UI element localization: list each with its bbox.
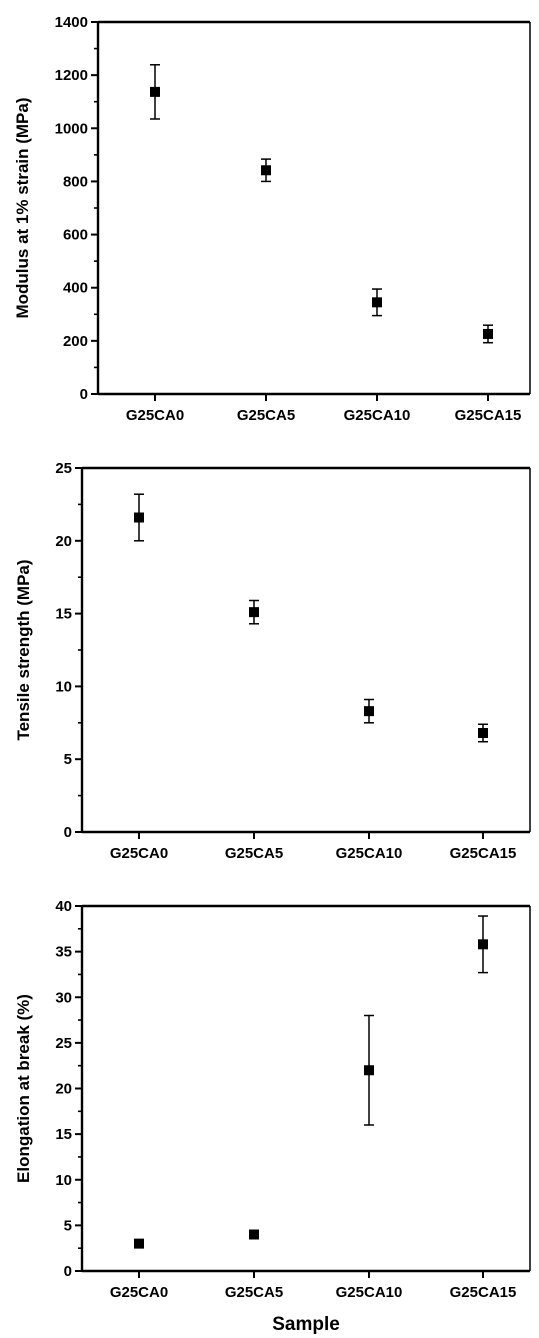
y-tick-label: 30	[55, 989, 72, 1006]
y-tick-label: 600	[63, 227, 88, 244]
x-axis-title: Sample	[272, 1314, 340, 1335]
x-tick-label: G25CA15	[450, 845, 517, 862]
y-tick-label: 5	[64, 1217, 72, 1234]
y-tick-label: 10	[55, 678, 72, 695]
y-tick-label: 35	[55, 944, 72, 961]
y-tick-label: 10	[55, 1172, 72, 1189]
marker	[150, 86, 160, 97]
marker	[364, 706, 374, 717]
marker	[249, 607, 259, 618]
plot-area: 0 5 10 15 20 25 Tensile strength (MPa) G25CA0 G2…	[14, 460, 531, 862]
x-tick-label: G25CA10	[336, 1284, 403, 1301]
x-tick-label: G25CA5	[225, 845, 283, 862]
data-point	[372, 288, 382, 317]
data-point	[364, 1014, 374, 1126]
data-point	[150, 64, 160, 120]
data-point	[364, 698, 374, 724]
y-axis-label: Modulus at 1% strain (MPa)	[13, 97, 32, 318]
y-tick-label: 25	[55, 1035, 72, 1052]
y-tick-label: 0	[64, 1263, 72, 1280]
data-point	[249, 599, 259, 625]
data-point	[261, 158, 271, 183]
marker	[372, 297, 382, 308]
y-axis-label: Elongation at break (%)	[14, 994, 33, 1183]
x-tick-label: G25CA5	[237, 407, 295, 424]
data-point	[134, 1238, 144, 1249]
marker	[478, 939, 488, 950]
y-tick-label: 20	[55, 533, 72, 550]
x-tick-label: G25CA0	[110, 845, 168, 862]
marker	[249, 1229, 259, 1240]
marker	[483, 328, 493, 339]
data-point	[134, 493, 144, 542]
tensile-strength-chart: 0 5 10 15 20 25 Tensile strength (MPa) G25CA0 G2…	[14, 460, 531, 862]
y-tick-label: 15	[55, 606, 72, 623]
y-tick-label: 800	[63, 173, 88, 190]
x-tick-label: G25CA15	[450, 1284, 517, 1301]
y-tick-label: 400	[63, 280, 88, 297]
y-tick-label: 0	[64, 824, 72, 841]
x-tick-label: G25CA10	[344, 407, 411, 424]
data-point	[249, 1229, 259, 1240]
y-tick-label: 0	[80, 386, 88, 403]
data-point	[478, 723, 488, 743]
plot-area: 0 200 400 600 800 1000 1200 1400 Modulus at 1% s…	[13, 14, 531, 424]
marker	[134, 512, 144, 523]
y-tick-label: 1200	[55, 67, 88, 84]
y-tick-label: 20	[55, 1081, 72, 1098]
plot-area: 0 5 10 15 20 25 30 35 40 Elongation at break (%) G…	[14, 898, 531, 1301]
x-tick-label: G25CA10	[336, 845, 403, 862]
x-tick-label: G25CA15	[455, 407, 522, 424]
marker	[261, 165, 271, 176]
marker	[134, 1238, 144, 1249]
y-tick-label: 1000	[55, 120, 88, 137]
y-tick-label: 200	[63, 333, 88, 350]
modulus-chart: 0 200 400 600 800 1000 1200 1400 Modulus at 1% s…	[13, 14, 531, 424]
marker	[478, 727, 488, 738]
y-tick-label: 15	[55, 1126, 72, 1143]
x-tick-label: G25CA5	[225, 1284, 283, 1301]
y-tick-label: 40	[55, 898, 72, 915]
x-tick-label: G25CA0	[126, 407, 184, 424]
data-point	[478, 915, 488, 974]
x-tick-label: G25CA0	[110, 1284, 168, 1301]
y-tick-label: 5	[64, 751, 72, 768]
y-tick-label: 1400	[55, 14, 88, 31]
y-tick-label: 25	[55, 460, 72, 477]
marker	[364, 1065, 374, 1076]
elongation-chart: 0 5 10 15 20 25 30 35 40 Elongation at break (%) G…	[14, 898, 531, 1335]
data-point	[483, 324, 493, 344]
y-axis-label: Tensile strength (MPa)	[14, 559, 33, 740]
